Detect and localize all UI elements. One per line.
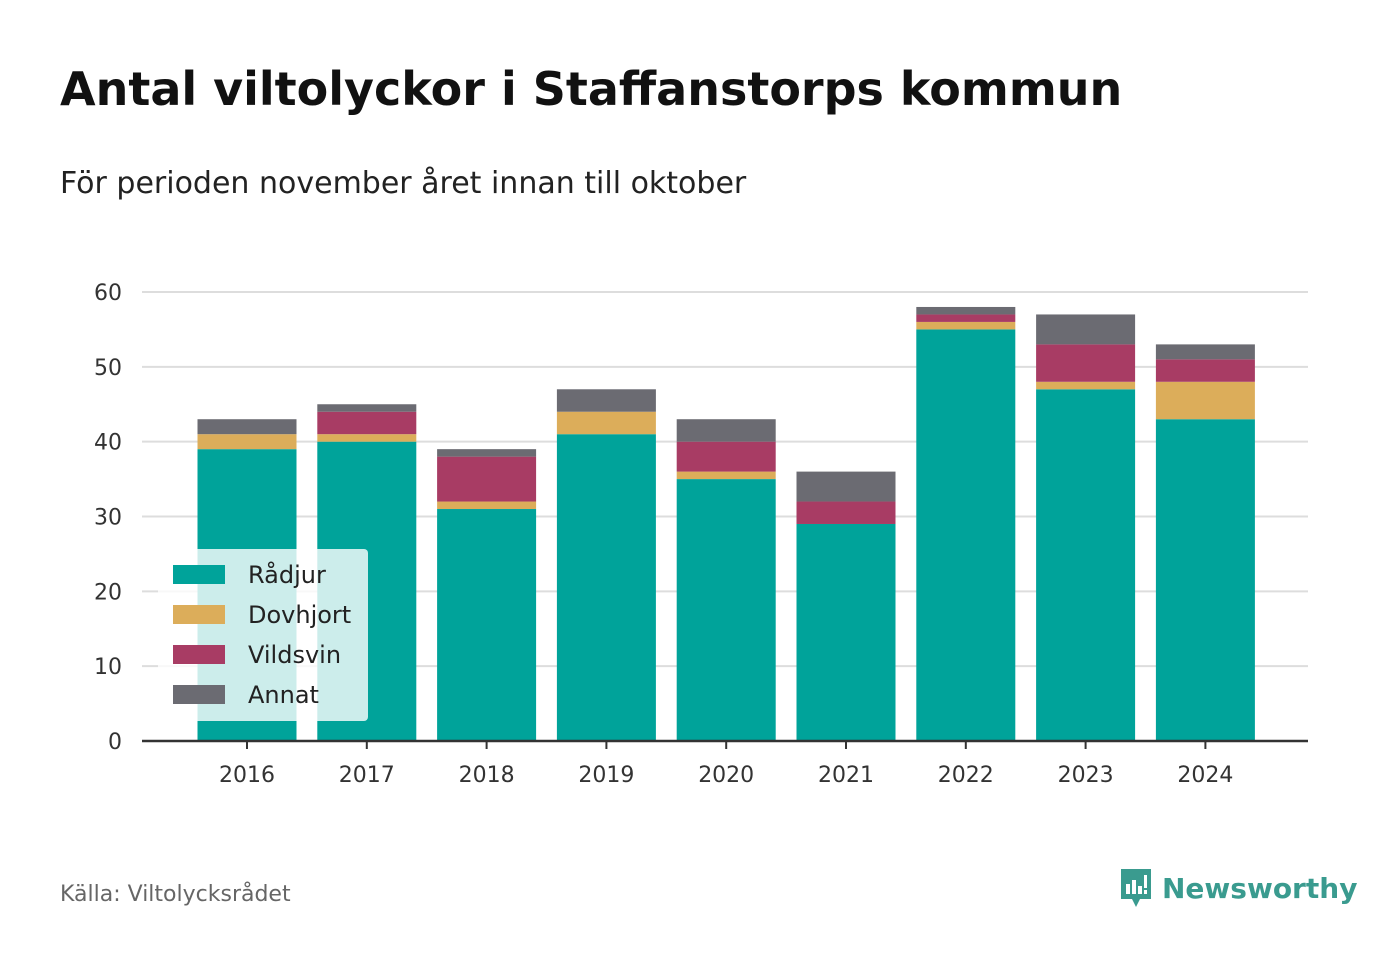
x-axis: 2016 2017 2018 2019 2020 2021 2022 2023 2024 bbox=[142, 739, 1308, 788]
x-tick-label: 2022 bbox=[938, 763, 994, 788]
legend-label: Vildsvin bbox=[248, 641, 341, 669]
bar-segment bbox=[1155, 381, 1255, 420]
y-tick-label: 20 bbox=[94, 580, 122, 605]
bar-segment bbox=[676, 419, 776, 442]
bar-segment bbox=[556, 411, 656, 435]
brand-name: Newsworthy bbox=[1162, 871, 1358, 905]
bar-segment bbox=[1155, 359, 1255, 382]
x-tick-label: 2021 bbox=[818, 763, 874, 788]
bar-segment bbox=[556, 389, 656, 412]
x-tick-label: 2023 bbox=[1058, 763, 1114, 788]
y-tick-label: 10 bbox=[94, 655, 122, 680]
newsworthy-logo-icon bbox=[1121, 869, 1151, 907]
chart-subtitle: För perioden november året innan till ok… bbox=[60, 166, 747, 201]
bar-segment bbox=[676, 479, 776, 741]
y-tick-label: 50 bbox=[94, 356, 122, 381]
bar-segment bbox=[197, 419, 297, 435]
bar-segment bbox=[437, 456, 537, 502]
chart-title: Antal viltolyckor i Staffanstorps kommun bbox=[60, 62, 1123, 116]
bar-segment bbox=[916, 306, 1016, 315]
y-axis-ticks: 0 10 20 30 40 50 60 bbox=[94, 281, 122, 755]
x-tick-label: 2017 bbox=[339, 763, 395, 788]
x-tick-label: 2020 bbox=[698, 763, 754, 788]
bar-segment bbox=[437, 509, 537, 741]
legend: Rådjur Dovhjort Vildsvin Annat bbox=[158, 549, 368, 721]
bar-segment bbox=[197, 434, 297, 450]
x-tick-label: 2016 bbox=[219, 763, 275, 788]
legend-label: Rådjur bbox=[248, 560, 326, 589]
bar-segment bbox=[1155, 344, 1255, 360]
bar-segment bbox=[556, 434, 656, 741]
bar-segment bbox=[676, 441, 776, 472]
bar-segment bbox=[916, 329, 1016, 741]
legend-swatch bbox=[173, 685, 225, 704]
y-tick-label: 40 bbox=[94, 431, 122, 456]
bar-segment bbox=[1036, 314, 1136, 345]
bar-segment bbox=[317, 411, 417, 435]
y-tick-label: 0 bbox=[108, 730, 122, 755]
y-tick-label: 30 bbox=[94, 506, 122, 531]
bar-segment bbox=[437, 449, 537, 457]
legend-swatch bbox=[173, 605, 225, 624]
bar-segment bbox=[1036, 381, 1136, 390]
bar-segment bbox=[916, 321, 1016, 330]
legend-label: Dovhjort bbox=[248, 601, 351, 629]
legend-box bbox=[158, 549, 368, 721]
source-note: Källa: Viltolycksrådet bbox=[60, 882, 291, 907]
bar-segment bbox=[317, 434, 417, 442]
brand-logo: Newsworthy bbox=[1118, 866, 1357, 910]
bar-segment bbox=[1036, 344, 1136, 382]
bar-segment bbox=[317, 404, 417, 412]
bar-segment bbox=[796, 471, 896, 502]
y-tick-label: 60 bbox=[94, 281, 122, 306]
x-tick-label: 2018 bbox=[459, 763, 515, 788]
legend-swatch bbox=[173, 645, 225, 664]
bar-segment bbox=[796, 523, 896, 741]
bar-segment bbox=[796, 501, 896, 524]
bar-segment bbox=[1036, 389, 1136, 741]
bar-segment bbox=[676, 471, 776, 480]
x-tick-label: 2024 bbox=[1177, 763, 1233, 788]
x-tick-label: 2019 bbox=[578, 763, 634, 788]
bar-segment bbox=[437, 501, 537, 510]
legend-label: Annat bbox=[248, 681, 319, 709]
bar-segment bbox=[1155, 419, 1255, 741]
legend-swatch bbox=[173, 565, 225, 584]
bar-segment bbox=[916, 314, 1016, 322]
